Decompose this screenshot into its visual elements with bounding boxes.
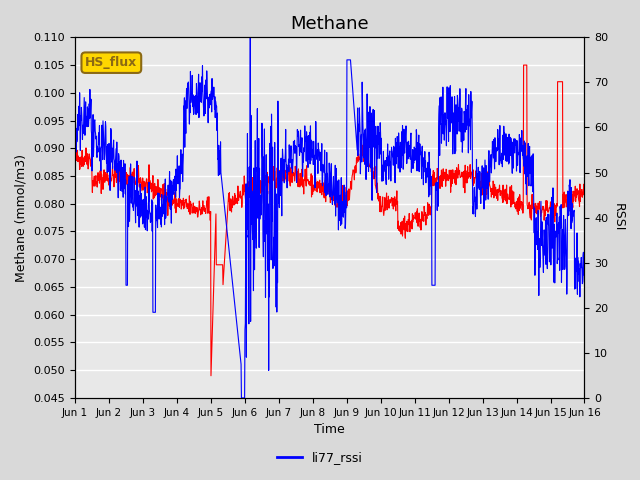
Title: Methane: Methane	[291, 15, 369, 33]
Y-axis label: RSSI: RSSI	[612, 204, 625, 232]
Text: HS_flux: HS_flux	[85, 56, 138, 69]
Y-axis label: Methane (mmol/m3): Methane (mmol/m3)	[15, 154, 28, 282]
Legend: li77_rssi: li77_rssi	[272, 446, 368, 469]
X-axis label: Time: Time	[314, 423, 345, 436]
